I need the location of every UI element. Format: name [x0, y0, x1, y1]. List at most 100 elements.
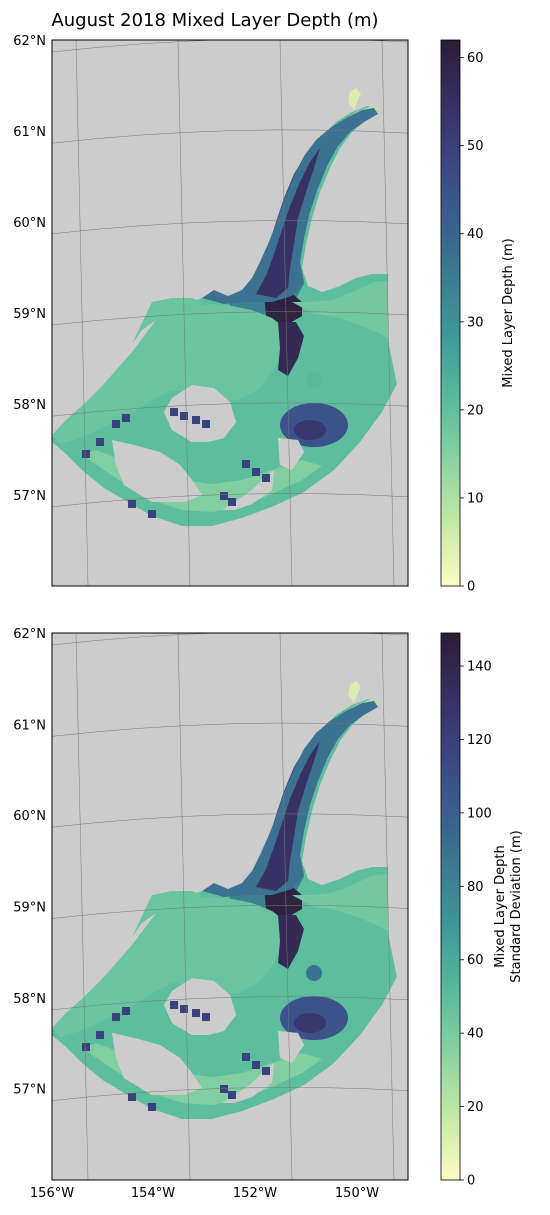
island [164, 978, 236, 1035]
figure-title: August 2018 Mixed Layer Depth (m) [51, 10, 378, 31]
turnagain-arm [348, 681, 362, 703]
deep-blob-core [294, 420, 326, 440]
colorbar-tick-label: 140 [467, 660, 492, 675]
meridian-line [279, 633, 293, 1180]
latitude-labels: 62°N 61°N 60°N 59°N 58°N 57°N [13, 627, 46, 1098]
coastal-cell [262, 474, 270, 482]
island [136, 1126, 160, 1138]
colorbar-tick-label: 30 [467, 315, 484, 330]
island [278, 1031, 304, 1063]
colorbar-tick-label: 40 [467, 227, 484, 242]
parallel-line [52, 220, 408, 235]
parallel-line [52, 493, 408, 508]
colorbar-tick-label: 60 [467, 953, 484, 968]
coastal-cell [228, 498, 236, 506]
turnagain-arm [348, 88, 362, 110]
graticule [52, 633, 408, 1180]
island [112, 1125, 138, 1141]
coastal-cell [96, 438, 104, 446]
coastal-cell [180, 1005, 188, 1013]
latitude-label: 57°N [13, 1083, 46, 1098]
colorbar-std: 0 20 40 60 80 100 120 140 Mixed Layer Depth Stand… [440, 632, 524, 1189]
colorbar-mean: 0 10 20 30 40 50 60 Mixed Layer Depth (m) [440, 39, 516, 595]
shelikof-strait [52, 897, 288, 1037]
coastal-cell [148, 510, 156, 518]
parallel-line [52, 1087, 408, 1101]
longitude-label: 156°W [30, 1186, 74, 1201]
colorbar-tick-label: 80 [467, 880, 484, 895]
island [52, 1123, 58, 1179]
island [388, 811, 408, 1033]
meridian-line [177, 633, 191, 1180]
colorbar-tick-label: 100 [467, 806, 492, 821]
latitude-label: 58°N [13, 398, 46, 413]
parallel-line [52, 633, 408, 646]
meridian-line [75, 633, 89, 1180]
coastal-cell [220, 492, 228, 500]
latitude-label: 61°N [13, 125, 46, 140]
meridian-line [279, 40, 293, 586]
island [222, 1063, 274, 1103]
island [388, 218, 408, 440]
coastal-cell [262, 1067, 270, 1075]
latitude-label: 60°N [13, 216, 46, 231]
latitude-label: 62°N [13, 34, 46, 49]
island [112, 1033, 202, 1095]
parallel-line [52, 813, 408, 828]
longitude-label: 152°W [233, 1186, 277, 1201]
coastal-cell [192, 416, 200, 424]
latitude-label: 57°N [13, 489, 46, 504]
coastal-cell [122, 414, 130, 422]
latitude-label: 59°N [13, 901, 46, 916]
colorbar-tick-label: 60 [467, 51, 484, 66]
longitude-label: 150°W [335, 1186, 379, 1201]
coastal-cell [252, 468, 260, 476]
coastal-cell [192, 1009, 200, 1017]
island [136, 533, 160, 545]
eddy-spot [306, 372, 322, 388]
colorbar-gradient [440, 632, 461, 1181]
parallel-line [52, 722, 408, 737]
parallel-line [52, 40, 408, 53]
parallel-line [52, 904, 408, 919]
map-frame [51, 632, 409, 1181]
coastal-cell [228, 1091, 236, 1099]
meridian-line [75, 40, 89, 586]
meridian-line [381, 633, 395, 1180]
colorbar-tick-label: 50 [467, 139, 484, 154]
mixed-layer-depth-std-field [52, 633, 408, 1179]
colorbar-tick-label: 20 [467, 1100, 484, 1115]
coastal-cell [202, 420, 210, 428]
coastal-cell [202, 1013, 210, 1021]
deep-blob-core [294, 1013, 326, 1033]
island [278, 438, 304, 470]
coastal-cell [128, 500, 136, 508]
coastal-cell [112, 420, 120, 428]
mainland-northwest [52, 633, 408, 1017]
colorbar-gradient [440, 39, 461, 587]
latitude-label: 62°N [13, 627, 46, 642]
shelf-east [292, 280, 408, 340]
meridian-line [177, 40, 191, 586]
colorbar-tick-label: 0 [467, 580, 475, 595]
coastal-cell [252, 1061, 260, 1069]
island [112, 440, 202, 502]
island [164, 385, 236, 442]
coastal-cell [96, 1031, 104, 1039]
colorbar-tick-label: 10 [467, 491, 484, 506]
island [52, 530, 58, 586]
colorbar-tick-label: 20 [467, 403, 484, 418]
longitude-labels: 156°W 154°W 152°W 150°W [30, 1186, 379, 1201]
latitude-label: 58°N [13, 992, 46, 1007]
map-frame [51, 39, 409, 587]
kennedy-entrance [278, 915, 304, 969]
mixed-layer-depth-field [52, 40, 408, 586]
inlet-deep-trench [256, 148, 320, 298]
latitude-label: 60°N [13, 809, 46, 824]
longitude-label: 154°W [131, 1186, 175, 1201]
coastal-cell [122, 1007, 130, 1015]
parallel-line [52, 311, 408, 326]
colorbar-tick-label: 120 [467, 733, 492, 748]
colorbar-label: Mixed Layer Depth (m) [501, 238, 516, 387]
